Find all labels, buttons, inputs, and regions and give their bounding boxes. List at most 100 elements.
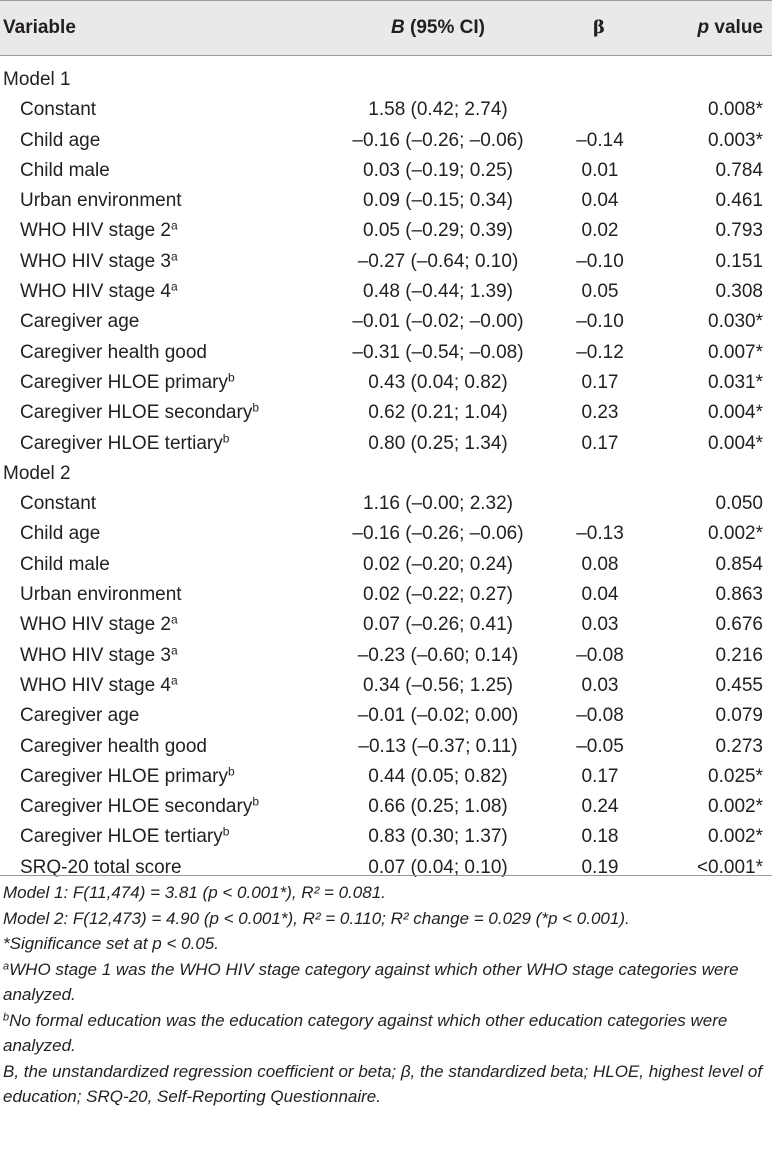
b-ci-cell: 0.43 (0.04; 0.82) <box>368 371 508 393</box>
note-b: bNo formal education was the education c… <box>3 1008 768 1059</box>
variable-cell: WHO HIV stage 2a <box>20 216 178 246</box>
table-row: Constant 1.58 (0.42; 2.74) 0.008* <box>0 95 772 125</box>
b-ci-cell: –0.13 (–0.37; 0.11) <box>358 735 518 757</box>
b-ci-cell: 0.66 (0.25; 1.08) <box>368 796 508 818</box>
b-ci-cell: –0.31 (–0.54; –0.08) <box>352 341 524 363</box>
table-row: Caregiver health good –0.31 (–0.54; –0.08… <box>0 338 772 368</box>
variable-cell: Caregiver HLOE primaryb <box>20 368 235 398</box>
note-model-2: Model 2: F(12,473) = 4.90 (p < 0.001*), … <box>3 908 630 928</box>
variable-cell: Caregiver health good <box>20 732 207 762</box>
variable-name: Urban environment <box>20 190 182 212</box>
b-ci-cell: 0.48 (–0.44; 1.39) <box>363 281 513 303</box>
p-value-cell: 0.008* <box>708 99 763 121</box>
b-ci-cell: 0.02 (–0.20; 0.24) <box>363 553 513 575</box>
table-row: SRQ-20 total score 0.07 (0.04; 0.10) 0.19 <… <box>0 853 772 883</box>
variable-cell: SRQ-20 total score <box>20 853 182 883</box>
b-ci-cell: 0.09 (–0.15; 0.34) <box>363 190 513 212</box>
p-value-cell: 0.676 <box>715 614 763 636</box>
table-row: Caregiver HLOE primaryb 0.44 (0.05; 0.82)… <box>0 762 772 792</box>
table-row: Caregiver health good –0.13 (–0.37; 0.11)… <box>0 732 772 762</box>
b-ci-cell: 0.07 (–0.26; 0.41) <box>363 614 513 636</box>
p-value-cell: 0.025* <box>708 765 763 787</box>
beta-cell: 0.04 <box>581 584 619 606</box>
b-ci-cell: –0.01 (–0.02; –0.00) <box>352 311 524 333</box>
beta-cell: 0.18 <box>581 826 619 848</box>
table-header: Variable B (95% CI) β p value <box>0 0 772 56</box>
variable-cell: Caregiver age <box>20 307 139 337</box>
footnote-mark: b <box>222 430 230 445</box>
header-b-symbol: B <box>391 17 405 38</box>
table-row: Caregiver age –0.01 (–0.02; 0.00) –0.08 0.0… <box>0 701 772 731</box>
variable-name: SRQ-20 total score <box>20 856 182 878</box>
variable-cell: Urban environment <box>20 580 182 610</box>
model-label: Model 1 <box>3 69 71 90</box>
p-value-cell: 0.784 <box>715 159 763 181</box>
b-ci-cell: –0.27 (–0.64; 0.10) <box>357 250 519 272</box>
beta-cell: 0.17 <box>581 765 619 787</box>
table-row: Child age –0.16 (–0.26; –0.06) –0.13 0.002* <box>0 519 772 549</box>
variable-cell: Caregiver HLOE secondaryb <box>20 792 259 822</box>
b-ci-cell: 0.05 (–0.29; 0.39) <box>363 220 513 242</box>
variable-cell: Urban environment <box>20 186 182 216</box>
variable-name: Caregiver HLOE primary <box>20 371 228 393</box>
header-p-value: p value <box>640 14 763 42</box>
beta-cell: –0.12 <box>576 341 624 363</box>
variable-name: Child male <box>20 553 110 575</box>
beta-cell: –0.08 <box>576 644 624 666</box>
header-beta: β <box>593 17 605 38</box>
variable-cell: Caregiver age <box>20 701 139 731</box>
model-label: Model 2 <box>3 462 71 484</box>
variable-name: Child male <box>20 159 110 181</box>
beta-cell: 0.24 <box>581 796 619 818</box>
b-ci-cell: –0.23 (–0.60; 0.14) <box>357 644 519 666</box>
variable-name: WHO HIV stage 4 <box>20 281 171 303</box>
p-value-cell: 0.002* <box>708 826 763 848</box>
variable-name: Caregiver health good <box>20 341 207 363</box>
table-row: Child male 0.03 (–0.19; 0.25) 0.01 0.784 <box>0 156 772 186</box>
footnote-mark: b <box>228 370 235 385</box>
b-ci-cell: 0.02 (–0.22; 0.27) <box>363 584 513 606</box>
table-row: Caregiver HLOE secondaryb 0.62 (0.21; 1.0… <box>0 398 772 428</box>
p-value-cell: 0.003* <box>708 129 763 151</box>
variable-cell: Caregiver HLOE tertiaryb <box>20 822 229 852</box>
table-row: WHO HIV stage 3a –0.23 (–0.60; 0.14) –0.08… <box>0 641 772 671</box>
beta-cell: 0.17 <box>581 432 619 454</box>
b-ci-cell: 0.80 (0.25; 1.34) <box>368 432 508 454</box>
footnote-mark: b <box>222 824 230 839</box>
note-b-text: No formal education was the education ca… <box>3 1010 728 1056</box>
variable-name: Constant <box>20 493 97 515</box>
variable-cell: Constant <box>20 489 96 519</box>
table-row: Constant 1.16 (–0.00; 2.32) 0.050 <box>0 489 772 519</box>
footnote-mark: b <box>252 400 260 415</box>
table-footnotes: Model 1: F(11,474) = 3.81 (p < 0.001*), … <box>3 880 768 1110</box>
p-value-cell: <0.001* <box>696 856 763 878</box>
beta-cell: 0.02 <box>581 220 619 242</box>
variable-name: Caregiver HLOE tertiary <box>20 826 223 848</box>
variable-cell: WHO HIV stage 3a <box>20 641 178 671</box>
variable-name: Caregiver HLOE secondary <box>20 796 253 818</box>
p-value-cell: 0.308 <box>715 281 763 303</box>
p-value-cell: 0.031* <box>708 371 763 393</box>
variable-cell: Caregiver HLOE secondaryb <box>20 398 259 428</box>
table-body: Model 1 Constant 1.58 (0.42; 2.74) 0.008* Ch… <box>0 65 772 883</box>
beta-cell: 0.05 <box>581 281 619 303</box>
beta-cell: 0.17 <box>581 371 619 393</box>
note-abbreviations: B, the unstandardized regression coeffic… <box>3 1061 763 1107</box>
variable-cell: Constant <box>20 95 96 125</box>
table-row: WHO HIV stage 2a 0.05 (–0.29; 0.39) 0.02 0.… <box>0 216 772 246</box>
table-row: Child age –0.16 (–0.26; –0.06) –0.14 0.003* <box>0 126 772 156</box>
table-row: WHO HIV stage 4a 0.34 (–0.56; 1.25) 0.03 0.… <box>0 671 772 701</box>
table-row: Caregiver HLOE tertiaryb 0.80 (0.25; 1.34… <box>0 429 772 459</box>
variable-name: Caregiver HLOE secondary <box>20 402 253 424</box>
footnote-mark: a <box>171 279 178 294</box>
beta-cell: –0.10 <box>576 311 624 333</box>
variable-name: Caregiver HLOE tertiary <box>20 432 223 454</box>
p-value-cell: 0.273 <box>715 735 763 757</box>
beta-cell: 0.03 <box>581 614 619 636</box>
variable-cell: Caregiver health good <box>20 338 207 368</box>
p-value-cell: 0.455 <box>715 674 763 696</box>
variable-cell: Caregiver HLOE tertiaryb <box>20 429 229 459</box>
header-b-suffix: (95% CI) <box>404 17 485 38</box>
footnote-mark: a <box>171 673 178 688</box>
variable-cell: WHO HIV stage 4a <box>20 671 178 701</box>
